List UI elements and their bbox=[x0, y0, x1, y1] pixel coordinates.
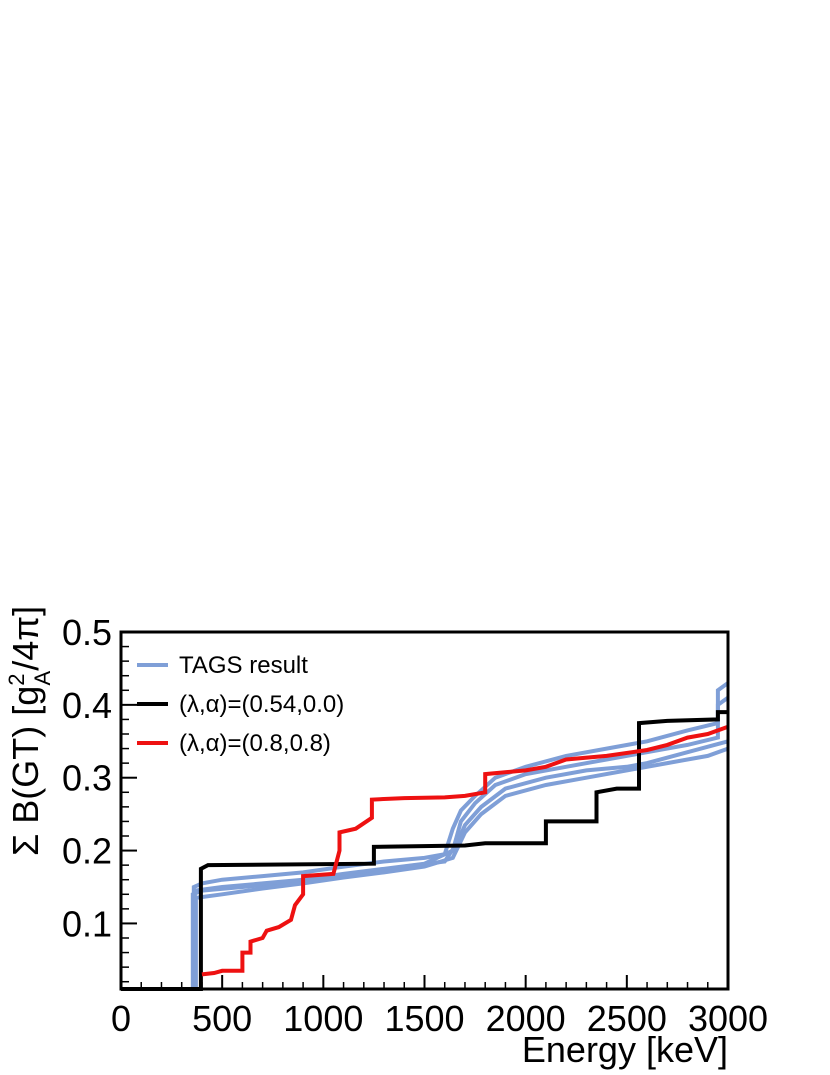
series-line-5 bbox=[201, 724, 729, 977]
series-line-2 bbox=[121, 695, 730, 991]
x-tick-label-1: 500 bbox=[192, 998, 252, 1039]
ticks-layer: 0 500 1000 1500 2000 2500 3000 0.1 0.2 0.3 0.4 0.5 bbox=[62, 612, 768, 1039]
y-axis-title: Σ B(GT) [g2A/4π] bbox=[4, 606, 55, 856]
y-axis-title-sub: A bbox=[30, 670, 55, 685]
legend-label-4: (λ,α)=(0.54,0.0) bbox=[179, 691, 344, 718]
y-axis-title-main: Σ B(GT) [g bbox=[5, 686, 46, 856]
y-axis-title-sup: 2 bbox=[4, 673, 29, 685]
y-axis-title-tail: /4π] bbox=[5, 606, 46, 671]
x-tick-label-4: 2000 bbox=[486, 998, 566, 1039]
plot-frame bbox=[119, 630, 730, 991]
x-tick-label-0: 0 bbox=[111, 998, 131, 1039]
x-tick-label-2: 1000 bbox=[283, 998, 363, 1039]
series-line-3 bbox=[121, 746, 729, 991]
series-line-0 bbox=[121, 681, 730, 991]
x-tick-label-6: 3000 bbox=[688, 998, 768, 1039]
y-tick-label-2: 0.3 bbox=[62, 758, 112, 799]
legend-label-0: TAGS result bbox=[179, 652, 308, 679]
y-tick-label-4: 0.5 bbox=[62, 612, 112, 653]
y-tick-label-3: 0.4 bbox=[62, 685, 112, 726]
y-tick-label-1: 0.2 bbox=[62, 831, 112, 872]
legend: TAGS result (λ,α)=(0.54,0.0) (λ,α)=(0.8,0.… bbox=[137, 652, 344, 757]
y-tick-label-0: 0.1 bbox=[62, 903, 112, 944]
x-tick-label-5: 2500 bbox=[587, 998, 667, 1039]
legend-label-5: (λ,α)=(0.8,0.8) bbox=[179, 730, 331, 757]
x-axis-title: Energy [keV] bbox=[522, 1029, 728, 1070]
series-line-4 bbox=[121, 710, 728, 991]
x-tick-label-3: 1500 bbox=[384, 998, 464, 1039]
series-layer bbox=[121, 681, 730, 991]
